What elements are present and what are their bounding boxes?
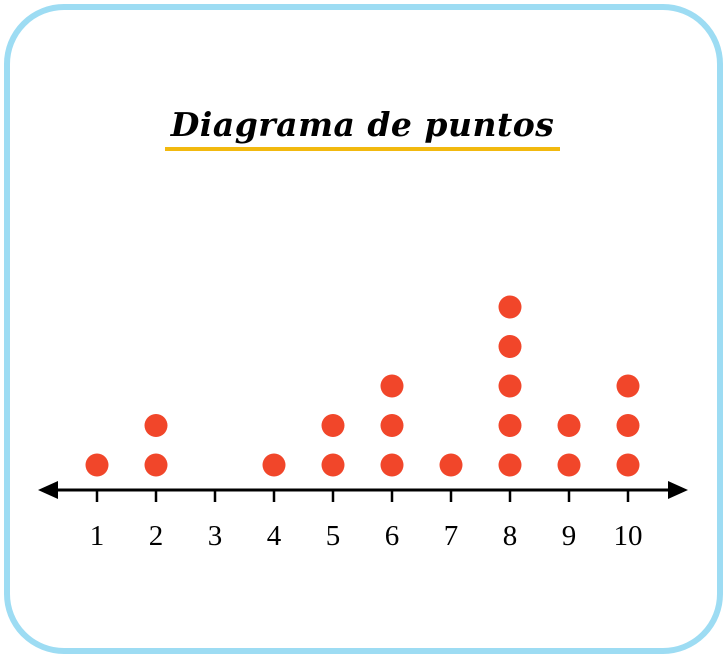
data-dot [499,296,522,319]
tick-label: 1 [90,520,105,552]
data-dot [322,454,345,477]
data-dot [499,414,522,437]
data-dot [617,414,640,437]
tick-label: 3 [208,520,223,552]
number-line [38,481,688,499]
data-dot [499,335,522,358]
data-dot [558,454,581,477]
data-dot [499,375,522,398]
data-dot [381,414,404,437]
data-dot [617,375,640,398]
axis-ticks [97,490,628,502]
data-dot [145,414,168,437]
data-dot [322,414,345,437]
axis-arrow-right [668,481,688,499]
data-dot [381,375,404,398]
tick-label: 10 [614,520,643,552]
data-dot [499,454,522,477]
data-dot [381,454,404,477]
data-dots [86,296,640,477]
data-dot [617,454,640,477]
tick-labels: 1 2 3 4 5 6 7 8 9 10 [90,520,643,552]
axis-arrow-left [38,481,58,499]
tick-label: 4 [267,520,282,552]
tick-label: 2 [149,520,164,552]
tick-label: 9 [562,520,577,552]
data-dot [86,454,109,477]
data-dot [440,454,463,477]
tick-label: 7 [444,520,459,552]
data-dot [263,454,286,477]
tick-label: 8 [503,520,518,552]
tick-label: 6 [385,520,400,552]
data-dot [145,454,168,477]
data-dot [558,414,581,437]
tick-label: 5 [326,520,341,552]
